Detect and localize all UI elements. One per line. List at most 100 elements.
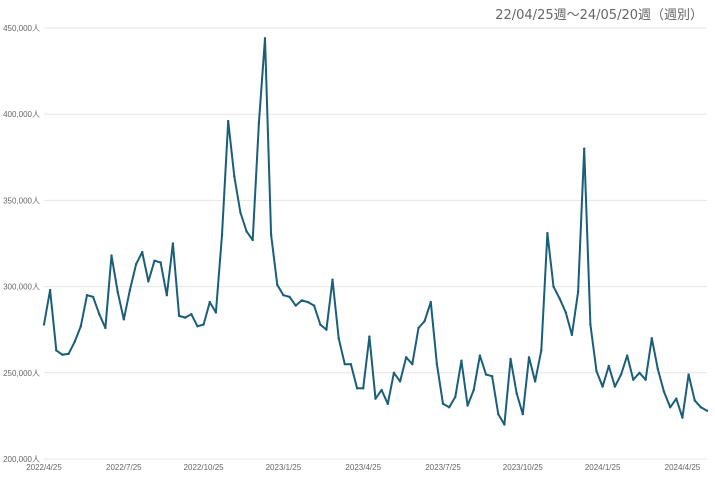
data-point [546,231,549,235]
y-tick-label: 200,000人 [3,455,40,464]
series-lines [42,37,709,426]
data-point [668,406,672,409]
data-point [276,283,279,287]
x-tick-label: 2023/10/25 [503,463,544,472]
data-point [171,242,175,245]
data-point [312,304,316,307]
data-point [220,233,224,237]
data-point [355,387,359,390]
data-point [245,230,248,233]
data-point [325,328,328,331]
chart-title: 22/04/25週～24/05/20週（週別） [495,8,703,23]
data-point [300,299,304,302]
data-point [435,362,439,366]
data-point [116,290,119,293]
data-point [362,387,365,390]
x-tick-label: 2024/1/25 [585,463,621,472]
data-point [552,285,555,288]
data-point [656,368,660,371]
data-point [288,295,291,299]
y-tick-label: 400,000人 [3,110,40,119]
data-point [638,371,641,374]
y-tick-label: 300,000人 [3,283,40,292]
data-point [601,385,604,388]
data-point [564,311,568,314]
x-tick-label: 2022/7/25 [106,463,142,472]
data-point [478,354,482,357]
data-point [466,404,469,407]
data-point [104,326,107,330]
data-point [398,380,402,383]
data-point [85,294,89,297]
data-point [159,261,162,264]
y-tick-label: 250,000人 [3,369,40,378]
data-point [257,121,261,125]
data-point [190,312,193,316]
data-point [263,37,267,40]
data-point [441,402,445,406]
data-point [650,337,653,340]
data-point [128,288,132,292]
data-point [319,323,322,326]
data-point [429,300,432,304]
data-point [527,356,531,359]
data-point [705,409,709,412]
data-point [202,323,205,326]
x-tick-label: 2023/4/25 [345,463,381,472]
data-point [208,300,211,304]
data-point [540,349,543,352]
data-point [681,416,684,419]
data-point [48,288,52,292]
data-point [607,364,610,368]
data-point [331,278,334,281]
data-point [91,295,95,299]
data-point [42,323,46,326]
data-point [337,337,340,340]
data-point [699,406,703,409]
data-point [55,349,58,352]
data-point [165,294,168,297]
data-point [558,297,561,300]
data-point [521,412,525,416]
data-point [644,378,647,381]
data-point [411,362,414,366]
y-tick-label: 450,000人 [3,24,40,33]
data-point [619,373,623,376]
data-point [576,290,580,293]
series-line [43,37,708,426]
data-point [294,304,297,307]
data-point [595,369,598,373]
data-point [374,397,377,400]
x-tick-label: 2022/4/25 [26,463,62,472]
data-point [447,406,451,409]
data-point [687,373,690,376]
data-point [306,300,310,304]
data-point [460,359,463,362]
data-point [583,147,586,150]
x-tick-label: 2023/1/25 [266,463,302,472]
data-point [226,119,230,123]
data-point [79,325,83,328]
data-point [404,356,408,359]
data-point [613,385,617,388]
data-point [61,353,64,356]
data-point [183,316,187,319]
data-point [423,319,426,323]
data-point [67,352,70,356]
data-point [368,335,371,338]
data-point [503,423,506,426]
data-point [110,254,113,257]
data-point [625,354,629,357]
data-point [472,388,475,392]
data-point [589,323,592,326]
data-point [239,211,242,214]
grid-lines [44,27,707,460]
y-tick-label: 350,000人 [3,196,40,205]
data-point [282,294,285,297]
data-point [509,357,512,361]
data-point [662,390,666,393]
data-point [214,311,218,314]
data-point [251,238,254,242]
data-point [177,314,181,318]
